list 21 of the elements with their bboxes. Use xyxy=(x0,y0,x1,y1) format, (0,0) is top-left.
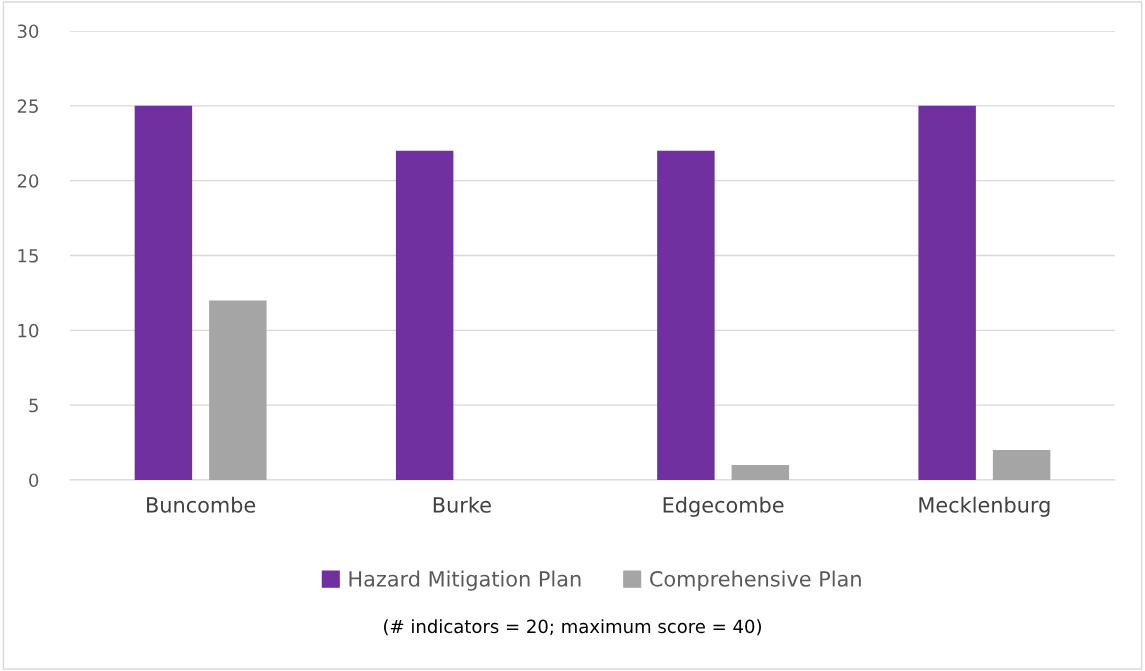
x-tick-label: Mecklenburg xyxy=(919,496,1050,517)
legend-label: Hazard Mitigation Plan xyxy=(349,570,581,591)
bar xyxy=(992,450,1051,480)
x-tick-label: Edgecombe xyxy=(663,496,784,517)
y-tick-label: 5 xyxy=(29,398,38,413)
y-tick-label: 0 xyxy=(29,473,39,488)
bar xyxy=(209,300,267,480)
y-tick-label: 25 xyxy=(17,99,38,113)
bar xyxy=(657,150,715,480)
bar xyxy=(395,150,454,480)
y-tick-label: 30 xyxy=(17,24,39,39)
bar xyxy=(918,105,976,480)
y-tick-label: 10 xyxy=(18,323,39,338)
x-tick-label: Buncombe xyxy=(147,496,256,513)
legend-label: Comprehensive Plan xyxy=(650,570,861,591)
y-tick-label: 20 xyxy=(17,174,39,188)
y-tick-label: 15 xyxy=(18,249,38,263)
bar xyxy=(134,105,193,480)
bar xyxy=(731,465,790,480)
text: (# indicators = 20; maximum score = 40) xyxy=(384,619,761,636)
x-tick-label: Burke xyxy=(433,496,491,513)
